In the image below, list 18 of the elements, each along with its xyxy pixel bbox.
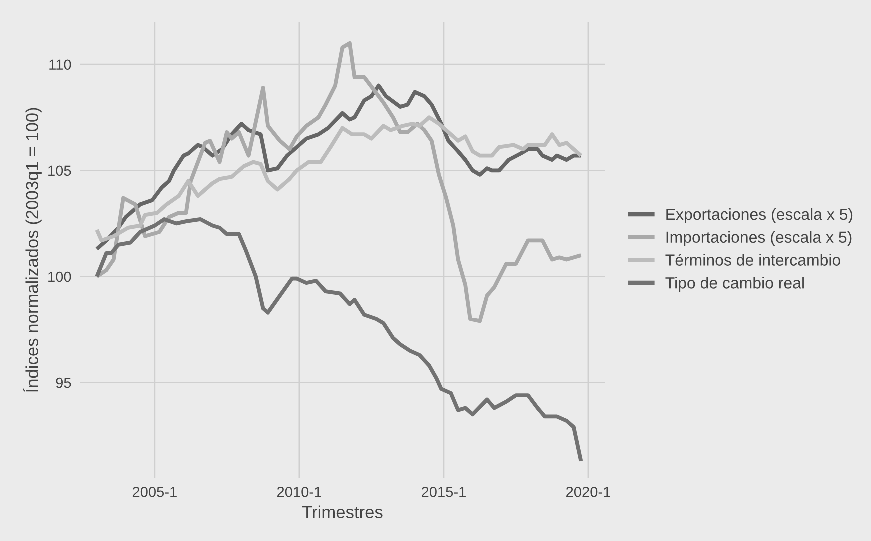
line-series xyxy=(95,41,584,324)
y-tick-label: 105 xyxy=(48,166,72,176)
y-axis-title: Índices normalizados (2003q1 = 100) xyxy=(23,108,42,392)
line-series xyxy=(95,116,584,243)
x-tick-label: 2010-1 xyxy=(277,486,322,498)
legend-label: Tipo de cambio real xyxy=(666,277,804,292)
x-tick-label: 2015-1 xyxy=(422,486,466,498)
line-series xyxy=(95,218,584,464)
legend-label: Importaciones (escala x 5) xyxy=(666,231,852,246)
legend-label: Términos de intercambio xyxy=(666,254,840,266)
legend-label: Exportaciones (escala x 5) xyxy=(666,208,853,224)
y-tick-label: 100 xyxy=(48,272,72,282)
x-tick-label: 2005-1 xyxy=(132,486,177,498)
y-tick-label: 95 xyxy=(56,378,72,388)
y-tick-label: 110 xyxy=(50,60,72,70)
line-series xyxy=(95,84,584,252)
x-tick-label: 2020-1 xyxy=(566,486,610,498)
x-axis-title: Trimestres xyxy=(302,506,383,518)
